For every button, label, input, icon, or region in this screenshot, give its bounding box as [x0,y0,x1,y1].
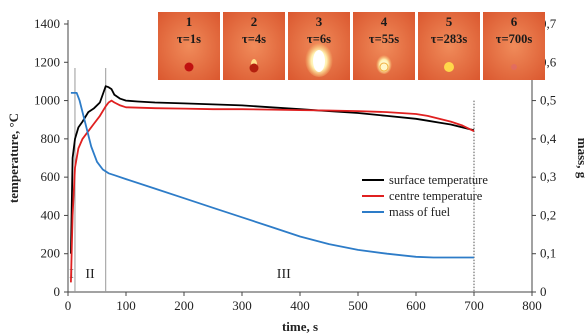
phase-label: III [277,267,291,282]
frame-number: 3 [316,14,323,29]
x-tick-label: 800 [522,298,542,313]
x-tick-label: 700 [464,298,484,313]
frame-time: τ=700s [496,32,533,46]
fuel-particle [249,63,259,73]
flame-frame: 3 τ=6s [288,12,350,80]
legend-label: mass of fuel [389,205,451,219]
x-tick-label: 100 [116,298,136,313]
y-left-tick-label: 800 [41,131,61,146]
fuel-particle [444,62,454,72]
frame-time: τ=1s [177,32,201,46]
fuel-particle [184,62,194,72]
series-line [70,85,475,254]
frame-number: 6 [511,14,518,29]
y-left-tick-label: 200 [41,246,61,261]
legend: surface temperature centre temperature mas… [362,173,488,219]
legend-label: centre temperature [389,189,483,203]
y-right-tick-label: 0,3 [540,169,556,184]
y-left-axis-title: temperature, °C [6,113,21,203]
flame-frame: 6 τ=700s [483,12,545,80]
x-tick-label: 600 [406,298,426,313]
series-line [70,99,475,283]
y-right-tick-label: 0,5 [540,93,556,108]
y-left-tick-label: 400 [41,207,61,222]
axis-labels: time, s temperature, °C mass, g [6,113,585,333]
x-tick-label: 200 [174,298,194,313]
flame-frame: 5 τ=283s [418,12,480,80]
frame-time: τ=4s [242,32,266,46]
x-tick-label: 300 [232,298,252,313]
x-axis-title: time, s [282,319,318,333]
flame-frame: 2 τ=4s [223,12,285,80]
frame-time: τ=6s [307,32,331,46]
y-right-tick-label: 0,2 [540,207,556,222]
frame-number: 2 [251,14,258,29]
x-tick-label: 500 [348,298,368,313]
series-layer [70,85,475,283]
y-right-tick-label: 0,1 [540,246,556,261]
x-tick-label: 400 [290,298,310,313]
y-left-tick-label: 1200 [34,54,60,69]
x-tick-label: 0 [65,298,72,313]
frame-number: 4 [381,14,388,29]
frame-number: 1 [186,14,193,29]
y-left-tick-label: 1400 [34,16,60,31]
plot-area: 0 100 200 300 400 500 600 700 800020040060080010… [34,16,557,313]
flame-frame: 4 τ=55s [353,12,415,80]
y-right-tick-label: 0,4 [540,131,557,146]
flame-core [313,50,325,72]
fuel-particle [511,64,517,70]
fuel-particle [379,62,389,72]
y-left-tick-label: 1000 [34,93,60,108]
frame-time: τ=283s [431,32,468,46]
y-left-tick-label: 0 [54,284,61,299]
phase-label: II [85,267,95,282]
y-right-axis-title: mass, g [575,138,585,179]
flame-photo-strip: 1 τ=1s 2 τ=4s 3 τ=6s 4 τ=55s 5 τ=283s 6 τ=700s [158,12,545,80]
frame-number: 5 [446,14,453,29]
y-left-tick-label: 600 [41,169,61,184]
series-line [70,92,474,259]
y-right-tick-label: 0 [540,284,547,299]
frame-time: τ=55s [369,32,399,46]
legend-label: surface temperature [389,173,488,187]
flame-frame: 1 τ=1s [158,12,220,80]
